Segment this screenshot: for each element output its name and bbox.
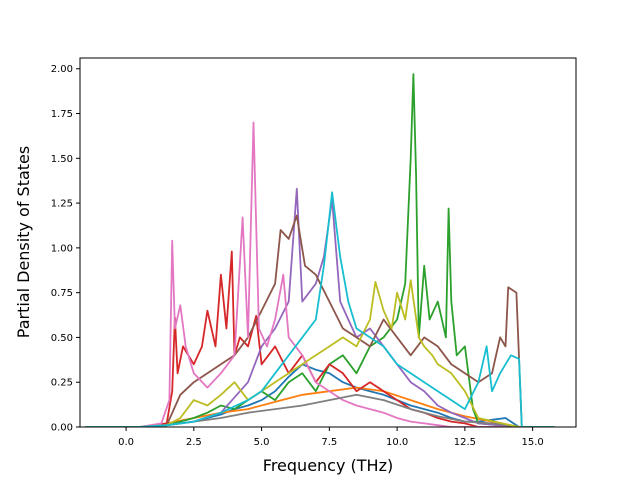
x-tick-label: 15.0 <box>522 437 544 448</box>
series-line-3 <box>85 73 555 427</box>
y-tick-label: 0.25 <box>51 378 73 389</box>
x-axis-ticks: 0.0 2.5 5.0 7.5 10.0 12.5 15.0 <box>118 427 544 448</box>
y-tick-label: 1.25 <box>51 199 73 210</box>
x-tick-label: 12.5 <box>454 437 476 448</box>
x-tick-label: 2.5 <box>186 437 202 448</box>
y-axis-ticks: 0.00 0.25 0.50 0.75 1.00 1.25 1.50 1.75 2.00 <box>51 64 80 434</box>
y-tick-label: 0.00 <box>51 423 73 434</box>
x-tick-label: 7.5 <box>321 437 337 448</box>
series-line-7 <box>85 121 555 427</box>
series-line-10 <box>85 191 555 427</box>
y-tick-label: 1.00 <box>51 243 73 254</box>
series-layer <box>85 73 555 427</box>
y-tick-label: 1.75 <box>51 109 73 120</box>
y-axis-label: Partial Density of States <box>14 146 33 338</box>
series-line-9 <box>85 279 555 427</box>
series-line-6 <box>85 214 555 427</box>
x-tick-label: 10.0 <box>386 437 408 448</box>
y-tick-label: 2.00 <box>51 64 73 75</box>
series-line-5 <box>85 187 555 427</box>
y-tick-label: 1.50 <box>51 154 73 165</box>
y-tick-label: 0.50 <box>51 333 73 344</box>
x-tick-label: 5.0 <box>254 437 270 448</box>
plot-frame <box>79 57 577 428</box>
x-tick-label: 0.0 <box>118 437 134 448</box>
x-axis-label: Frequency (THz) <box>263 456 393 475</box>
y-tick-label: 0.75 <box>51 288 73 299</box>
